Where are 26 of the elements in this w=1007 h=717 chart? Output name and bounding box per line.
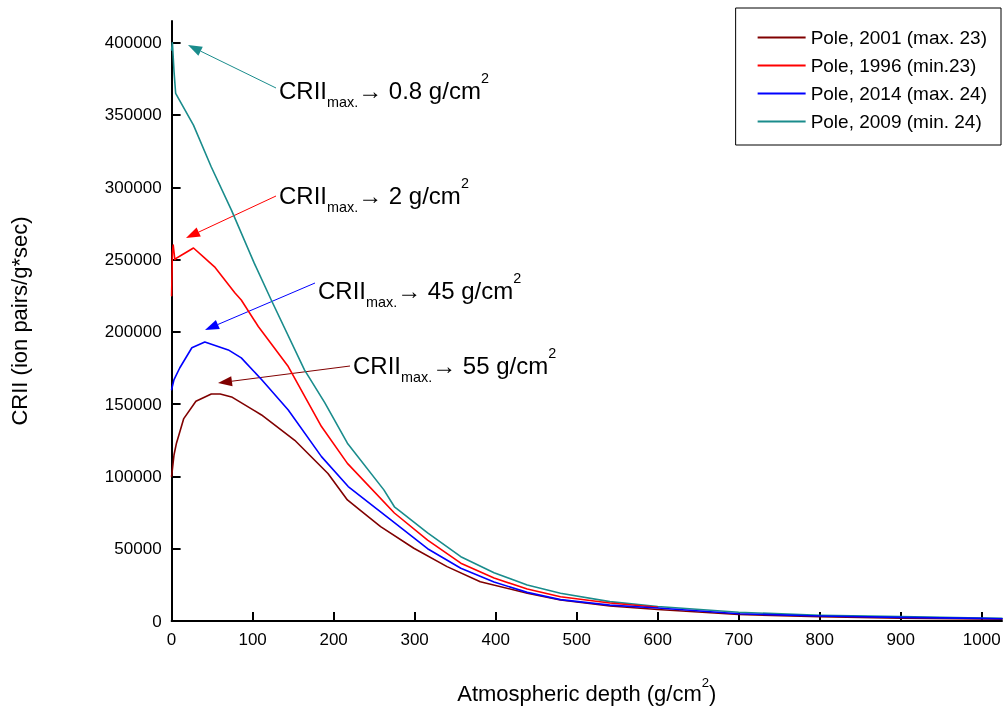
y-tick-label: 350000 [104,105,162,125]
x-tick-label: 600 [643,630,672,649]
x-tick-label: 500 [562,630,591,649]
y-tick-label: 150000 [104,394,162,414]
y-axis-title: CRII (ion pairs/g*sec) [6,216,32,426]
x-tick-label: 200 [319,630,348,649]
x-tick-label: 700 [724,630,753,649]
y-tick-label: 200000 [104,322,162,342]
legend-label: Pole, 2009 (min. 24) [810,111,982,132]
x-tick-label: 100 [238,630,267,649]
y-tick-label: 300000 [104,177,162,197]
y-tick-label: 100000 [104,466,162,486]
x-tick-label: 0 [166,630,177,649]
line-series [170,244,659,609]
legend-label: Pole, 2001 (max. 23) [810,27,987,48]
x-tick-label: 400 [481,630,510,649]
x-tick-label: 300 [400,630,429,649]
x-tick-label: 900 [886,630,915,649]
y-tick-label: 250000 [104,250,162,270]
y-tick-label: 50000 [114,539,162,559]
y-tick-label: 400000 [104,33,162,53]
legend-label: Pole, 1996 (min.23) [810,55,977,76]
legend-label: Pole, 2014 (max. 24) [810,83,987,104]
x-tick-label: 1000 [962,630,1001,649]
y-tick-label: 0 [152,611,162,631]
x-tick-label: 800 [805,630,834,649]
